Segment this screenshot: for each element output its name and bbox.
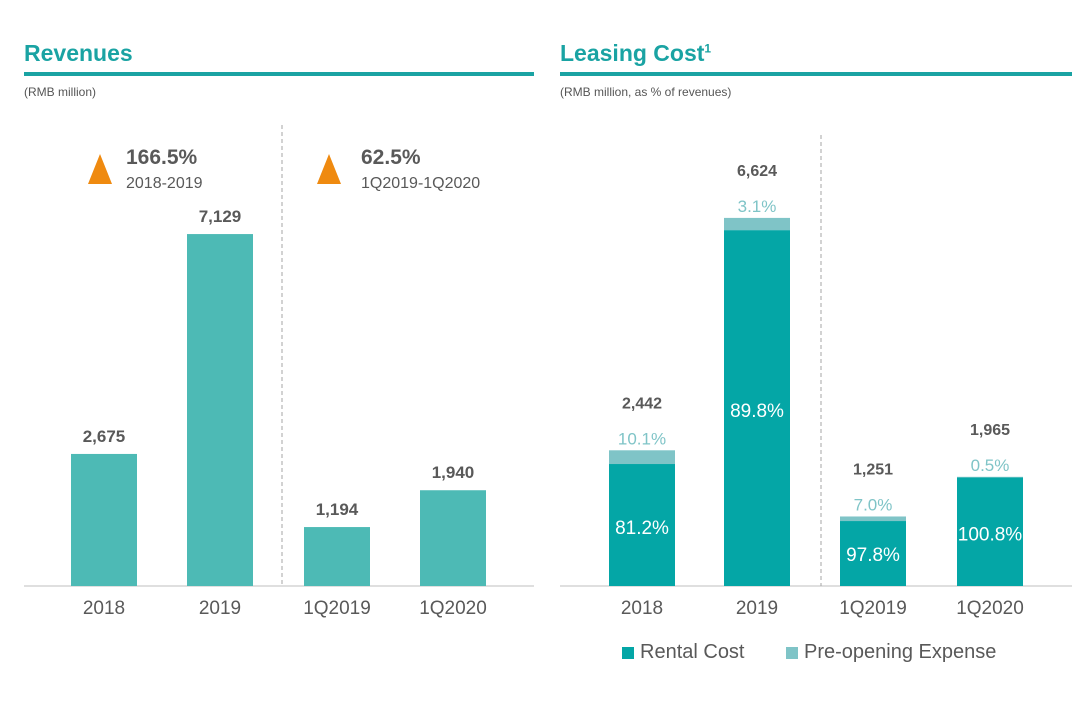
total-value-label: 1,251 (853, 461, 893, 478)
pre-opening-swatch (786, 646, 798, 659)
x-tick-label: 1Q2020 (419, 598, 487, 619)
rental-percent-label: 89.8% (730, 401, 784, 422)
total-value-label: 2,442 (622, 395, 662, 412)
revenue-value-label: 1,940 (432, 463, 475, 482)
pre-opening-percent-label: 3.1% (738, 197, 777, 216)
revenue-bar (71, 453, 137, 586)
revenues-chart: 2,675 2018 7,129 2019 1,194 1Q2019 1,940 1Q2020 (24, 125, 534, 619)
x-tick-label: 2018 (621, 598, 663, 619)
pre-opening-bar (609, 450, 675, 465)
revenue-bar (420, 490, 486, 586)
pre-opening-percent-label: 7.0% (854, 495, 893, 514)
rental-cost-bar (840, 521, 906, 586)
legend-item-rental-cost: Rental Cost (622, 641, 745, 664)
pre-opening-bar (724, 217, 790, 231)
annual-change-period: 2018-2019 (126, 175, 203, 192)
rental-cost-bar (609, 464, 675, 586)
legend-item-pre-opening-expense: Pre-opening Expense (786, 641, 996, 664)
quarterly-change-period: 1Q2019-1Q2020 (361, 175, 481, 192)
revenues-subtitle: (RMB million) (24, 85, 96, 99)
x-tick-label: 2018 (83, 598, 125, 619)
pre-opening-bar (957, 476, 1023, 478)
leasing-cost-panel: Leasing Cost1 (RMB million, as % of reve… (560, 0, 1072, 704)
legend-label: Pre-opening Expense (804, 641, 997, 663)
revenue-bar (304, 527, 370, 586)
rental-percent-label: 81.2% (615, 518, 669, 539)
increase-triangle-icon (88, 154, 112, 184)
revenues-title: Revenues (24, 40, 133, 66)
revenue-value-label: 2,675 (83, 427, 126, 446)
quarterly-change-value: 62.5% (361, 146, 421, 169)
revenue-bar (187, 234, 253, 587)
x-tick-label: 1Q2020 (956, 598, 1024, 619)
x-tick-label: 1Q2019 (839, 598, 907, 619)
pre-opening-percent-label: 0.5% (971, 456, 1010, 475)
revenues-panel: Revenues (RMB million) 166.5% 2018-2019 … (24, 0, 534, 704)
rental-cost-swatch (622, 646, 634, 659)
revenue-value-label: 1,194 (316, 500, 359, 519)
x-tick-label: 2019 (199, 598, 241, 619)
revenue-value-label: 7,129 (199, 207, 242, 226)
rental-cost-bar (724, 230, 790, 586)
x-tick-label: 1Q2019 (303, 598, 371, 619)
leasing-cost-title-rule (560, 72, 1072, 76)
revenues-title-rule (24, 72, 534, 76)
total-value-label: 1,965 (970, 422, 1010, 439)
increase-triangle-icon (317, 154, 341, 184)
leasing-cost-chart: 81.2% 10.1% 2,442 2018 89.8% 3.1% 6,624 2019 97.… (560, 135, 1072, 619)
leasing-cost-title: Leasing Cost1 (560, 40, 712, 66)
rental-cost-bar (957, 477, 1023, 586)
leasing-cost-subtitle: (RMB million, as % of revenues) (560, 85, 732, 99)
rental-percent-label: 97.8% (846, 545, 900, 566)
pre-opening-percent-label: 10.1% (618, 429, 666, 448)
total-value-label: 6,624 (737, 163, 777, 180)
legend-label: Rental Cost (640, 641, 745, 663)
x-tick-label: 2019 (736, 598, 778, 619)
rental-percent-label: 100.8% (958, 524, 1023, 545)
pre-opening-bar (840, 516, 906, 522)
annual-change-value: 166.5% (126, 146, 198, 169)
